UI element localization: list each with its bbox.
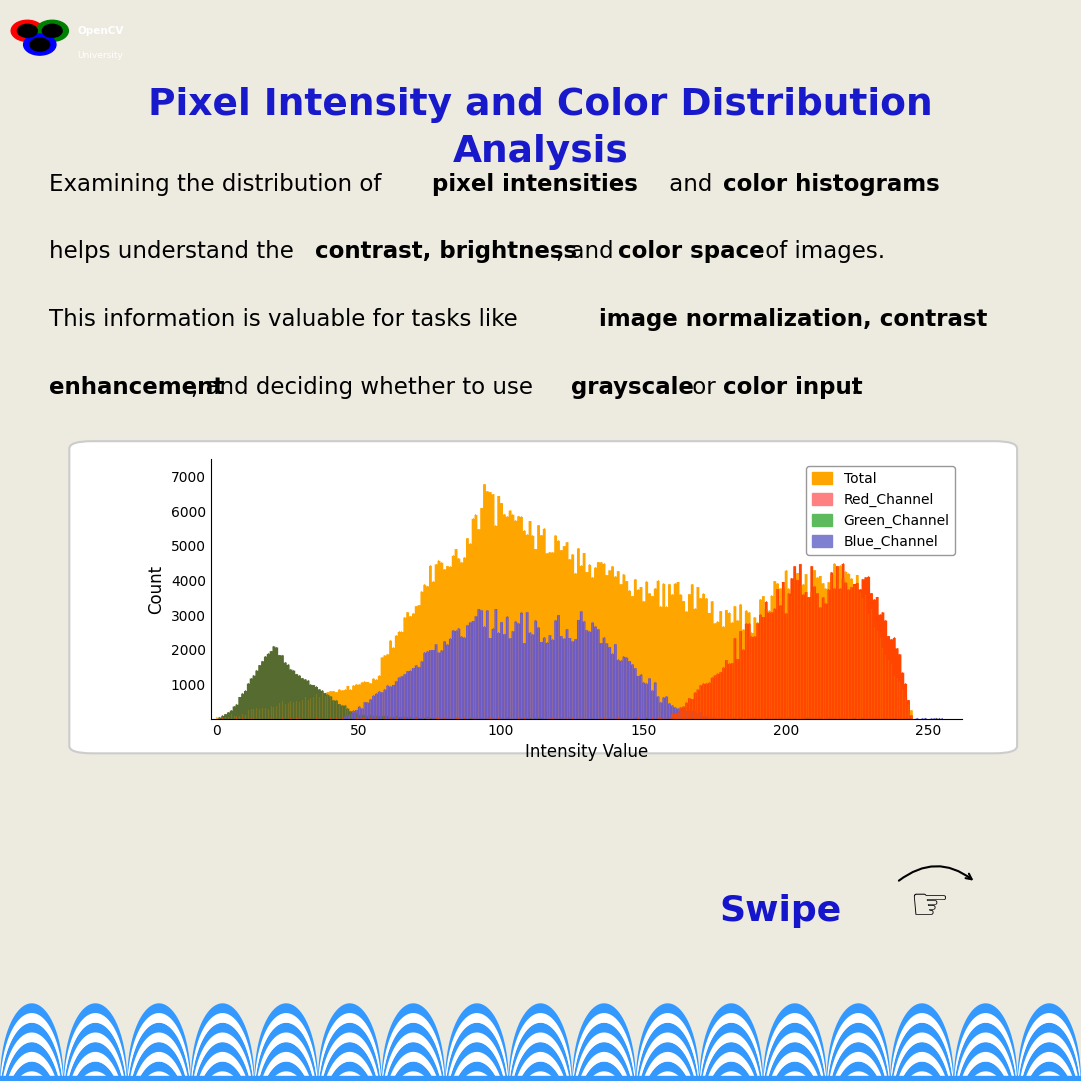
Circle shape xyxy=(30,38,50,51)
Y-axis label: Count: Count xyxy=(147,564,165,614)
Text: ☞: ☞ xyxy=(909,885,949,929)
Text: OpenCV: OpenCV xyxy=(77,26,123,36)
Text: enhancement: enhancement xyxy=(49,375,224,399)
Circle shape xyxy=(24,34,56,55)
FancyBboxPatch shape xyxy=(69,441,1017,753)
Text: color space: color space xyxy=(617,240,764,264)
Text: helps understand the: helps understand the xyxy=(49,240,301,264)
Text: color histograms: color histograms xyxy=(723,173,939,196)
Text: This information is valuable for tasks like: This information is valuable for tasks l… xyxy=(49,308,524,331)
Text: , and: , and xyxy=(556,240,620,264)
Text: Examining the distribution of: Examining the distribution of xyxy=(49,173,388,196)
Legend: Total, Red_Channel, Green_Channel, Blue_Channel: Total, Red_Channel, Green_Channel, Blue_… xyxy=(806,466,956,555)
Text: Swipe: Swipe xyxy=(719,894,842,927)
X-axis label: Intensity Value: Intensity Value xyxy=(524,744,649,761)
Text: of images.: of images. xyxy=(758,240,885,264)
Circle shape xyxy=(11,21,43,41)
Text: University: University xyxy=(77,51,123,59)
Circle shape xyxy=(17,24,38,37)
Text: or: or xyxy=(685,375,723,399)
Circle shape xyxy=(42,24,63,37)
Text: grayscale: grayscale xyxy=(571,375,694,399)
Text: pixel intensities: pixel intensities xyxy=(431,173,638,196)
Text: image normalization, contrast: image normalization, contrast xyxy=(599,308,987,331)
Text: and: and xyxy=(663,173,720,196)
Text: , and deciding whether to use: , and deciding whether to use xyxy=(191,375,540,399)
Text: Analysis: Analysis xyxy=(453,134,628,170)
Circle shape xyxy=(36,21,68,41)
Text: color input: color input xyxy=(723,375,863,399)
Text: .: . xyxy=(851,375,857,399)
Text: contrast, brightness: contrast, brightness xyxy=(316,240,577,264)
Text: Pixel Intensity and Color Distribution: Pixel Intensity and Color Distribution xyxy=(148,88,933,123)
